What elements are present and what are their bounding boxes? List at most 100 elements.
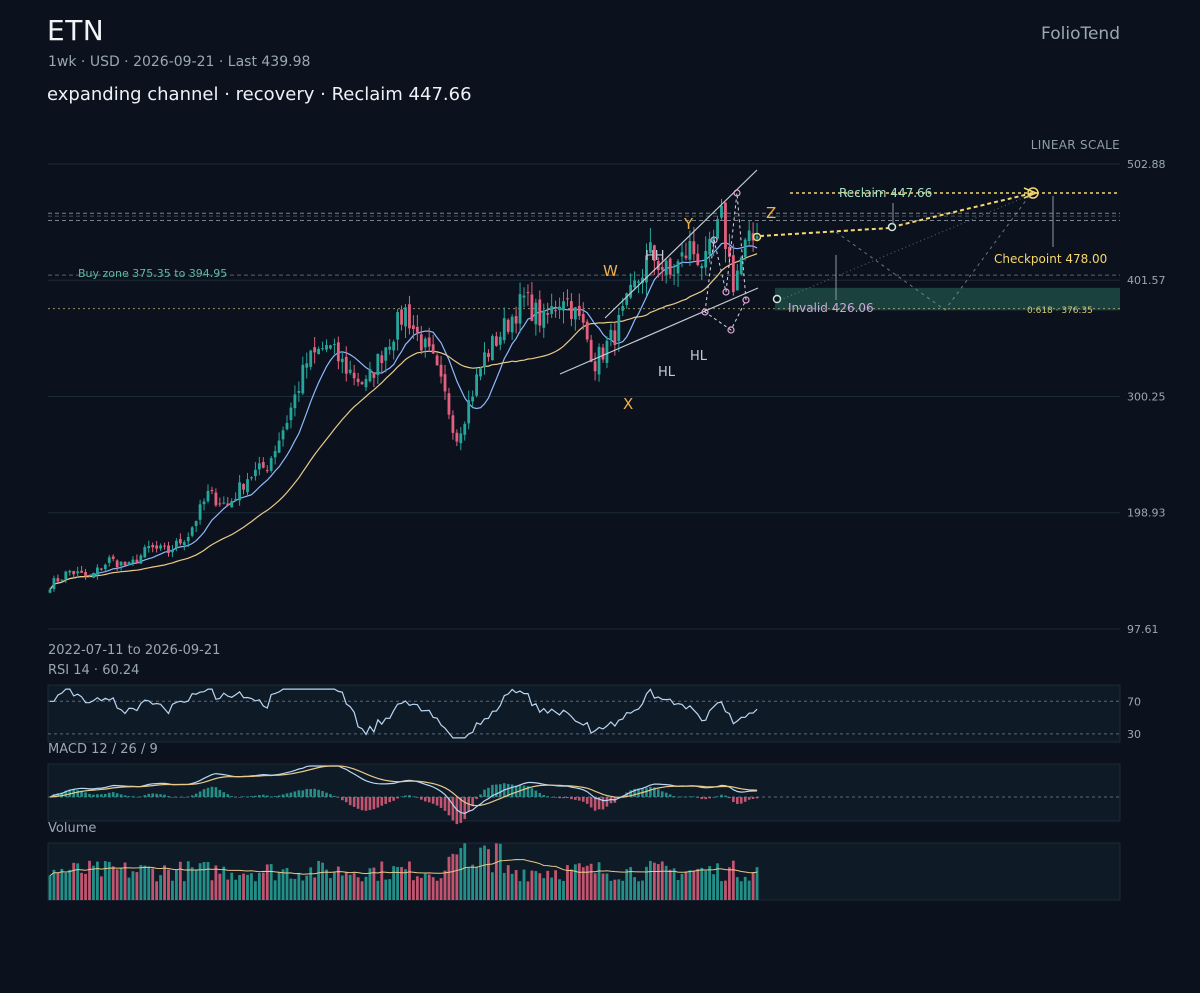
macd-histogram-bar bbox=[542, 795, 546, 797]
macd-histogram-bar bbox=[163, 794, 166, 797]
volume-bar bbox=[246, 874, 249, 900]
candle-body bbox=[230, 501, 234, 508]
volume-bar bbox=[704, 870, 708, 900]
macd-histogram-bar bbox=[447, 797, 451, 816]
volume-bar bbox=[412, 880, 415, 900]
volume-bar bbox=[159, 875, 162, 900]
candle-body bbox=[52, 578, 56, 590]
volume-bar bbox=[479, 847, 482, 900]
structure-label: HL bbox=[658, 365, 676, 380]
candle-body bbox=[309, 350, 313, 367]
candle-body bbox=[471, 396, 475, 402]
macd-histogram-bar bbox=[309, 789, 312, 797]
volume-bar bbox=[210, 880, 214, 900]
volume-bar bbox=[652, 862, 656, 900]
volume-bar bbox=[451, 853, 455, 900]
volume-bar bbox=[96, 861, 99, 900]
volume-bar bbox=[664, 865, 668, 900]
macd-histogram-bar bbox=[321, 791, 324, 797]
macd-histogram-bar bbox=[107, 792, 111, 797]
candle-body bbox=[731, 255, 735, 293]
candle-body bbox=[218, 503, 222, 505]
candle-body bbox=[329, 345, 332, 349]
volume-bar bbox=[336, 866, 340, 900]
candle-body bbox=[222, 502, 226, 504]
macd-histogram-bar bbox=[194, 793, 198, 797]
candle-body bbox=[392, 341, 396, 351]
macd-histogram-bar bbox=[506, 783, 510, 797]
volume-bar bbox=[135, 872, 139, 900]
volume-bar bbox=[566, 865, 569, 900]
volume-bar bbox=[202, 862, 206, 900]
volume-bar bbox=[605, 873, 609, 900]
candle-body bbox=[265, 470, 269, 472]
pivot-marker bbox=[722, 288, 730, 296]
candle-body bbox=[676, 261, 680, 274]
rsi-frame bbox=[47, 684, 1121, 743]
chart-annotations: Buy zone 375.35 to 394.95 Reclaim 447.66 C… bbox=[78, 186, 1107, 413]
candle-body bbox=[293, 394, 297, 409]
volume-bar bbox=[645, 866, 648, 900]
macd-histogram-bar bbox=[206, 787, 210, 797]
volume-bar bbox=[672, 868, 676, 900]
candle-body bbox=[455, 432, 459, 442]
volume-bar bbox=[463, 843, 467, 900]
macd-histogram-bar bbox=[747, 797, 751, 800]
candle-body bbox=[427, 337, 431, 347]
volume-panel bbox=[47, 842, 1121, 901]
candle-body bbox=[273, 451, 277, 458]
candle-body bbox=[649, 242, 652, 253]
candle-body bbox=[76, 571, 80, 574]
candle-body bbox=[68, 570, 72, 573]
volume-bar bbox=[585, 865, 589, 900]
candle-body bbox=[277, 440, 281, 453]
volume-bar bbox=[518, 881, 522, 900]
candle-body bbox=[254, 469, 257, 477]
candle-body bbox=[502, 318, 506, 341]
candle-body bbox=[573, 307, 577, 320]
candle-body bbox=[333, 344, 336, 346]
candle-body bbox=[72, 571, 76, 575]
candle-body bbox=[285, 422, 289, 430]
macd-histogram-bar bbox=[522, 785, 526, 797]
macd-histogram-bar bbox=[751, 797, 755, 799]
volume-bar bbox=[356, 877, 360, 900]
candle-body bbox=[696, 253, 700, 265]
rsi-level-label: 70 bbox=[1127, 695, 1141, 708]
y-tick-label: 300.25 bbox=[1127, 390, 1166, 403]
macd-histogram-bar bbox=[119, 794, 123, 797]
volume-bar bbox=[550, 877, 554, 900]
volume-bar bbox=[502, 872, 506, 900]
volume-bar bbox=[127, 877, 131, 900]
candle-body bbox=[735, 270, 739, 291]
wave-label: X bbox=[623, 395, 633, 413]
volume-bar bbox=[88, 860, 91, 900]
scale-label[interactable]: LINEAR SCALE bbox=[1030, 138, 1120, 152]
volume-bar bbox=[301, 880, 305, 900]
volume-bar bbox=[692, 870, 696, 900]
macd-histogram-bar bbox=[210, 786, 214, 797]
macd-histogram-bar bbox=[198, 791, 202, 797]
candle-body bbox=[317, 348, 320, 355]
candle-body bbox=[321, 348, 324, 350]
rsi-line bbox=[50, 688, 758, 739]
macd-histogram-bar bbox=[281, 794, 285, 797]
candle-body bbox=[629, 284, 633, 298]
candle-body bbox=[498, 336, 502, 345]
macd-histogram-bar bbox=[179, 796, 182, 798]
volume-bar bbox=[392, 866, 396, 900]
candle-body bbox=[336, 342, 340, 362]
macd-histogram-bar bbox=[546, 796, 549, 797]
candle-body bbox=[506, 319, 510, 332]
volume-bar bbox=[293, 878, 297, 900]
macd-histogram-bar bbox=[190, 795, 194, 797]
ticker-meta: 1wk · USD · 2026-09-21 · Last 439.98 bbox=[48, 54, 311, 70]
volume-bar bbox=[285, 868, 289, 900]
volume-bar bbox=[751, 871, 755, 900]
macd-histogram-bar bbox=[325, 792, 328, 797]
volume-bar bbox=[131, 871, 135, 900]
volume-bar bbox=[455, 854, 459, 900]
candle-body bbox=[198, 504, 202, 520]
volume-bar bbox=[289, 878, 293, 900]
